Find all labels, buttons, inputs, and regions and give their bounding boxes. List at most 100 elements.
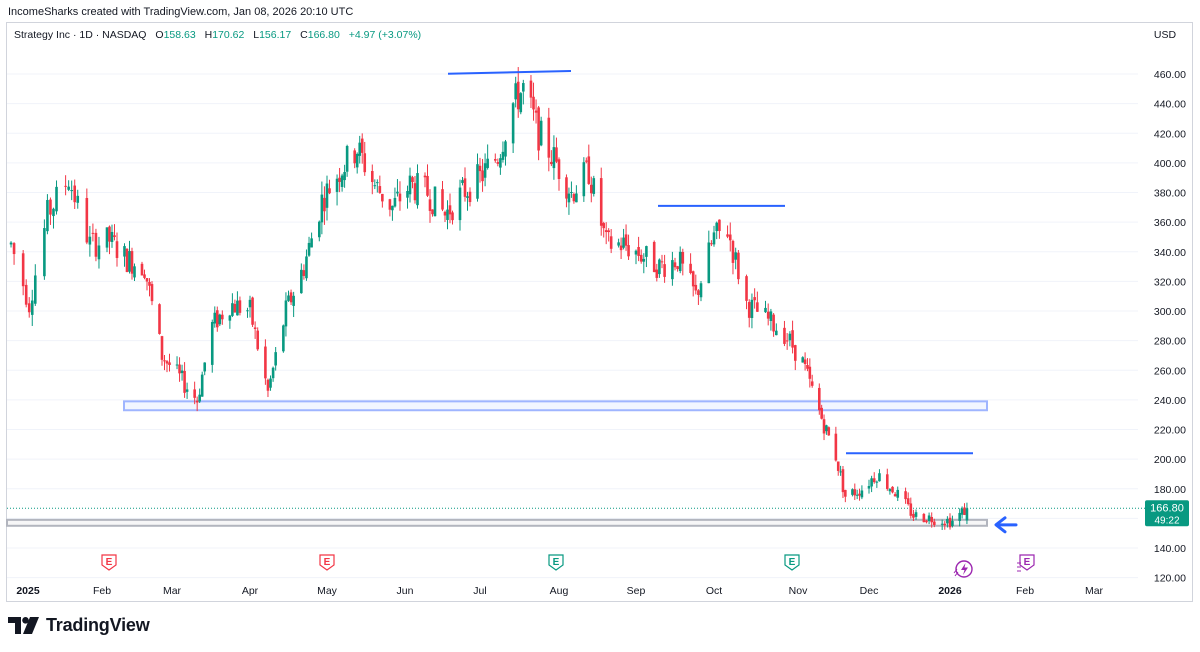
candle-body	[451, 212, 454, 221]
candle-body	[458, 187, 462, 221]
earnings-marker-shape[interactable]	[548, 554, 564, 571]
candle-body	[933, 521, 936, 525]
time-tick-label: May	[317, 585, 338, 597]
candle-body	[575, 193, 578, 203]
candle-body	[853, 489, 857, 496]
candle-body	[858, 493, 861, 496]
candle-body	[764, 307, 767, 313]
candle-body	[145, 278, 149, 282]
candle-body	[775, 330, 778, 336]
candle-body	[49, 199, 52, 215]
candle-body	[398, 193, 402, 202]
candle-body	[325, 183, 329, 208]
symbol-name[interactable]: Strategy Inc · 1D · NASDAQ	[14, 29, 147, 41]
candle-body	[70, 190, 73, 192]
candle-body	[269, 378, 272, 388]
candle-body	[468, 191, 472, 203]
candle-body	[652, 241, 656, 273]
price-tick-label: 240.00	[1154, 395, 1186, 407]
candle-body	[378, 186, 382, 193]
candle-body	[637, 246, 640, 256]
candle-body	[426, 175, 429, 196]
candle-body	[236, 300, 239, 316]
last-price-badge: 166.80 49:22	[1145, 500, 1189, 527]
candle-body	[21, 253, 25, 287]
candle-body	[914, 512, 918, 517]
candle-body	[555, 147, 558, 162]
high-value: 170.62	[212, 29, 245, 41]
candle-body	[215, 310, 219, 328]
split-dividend-marker[interactable]	[953, 560, 973, 578]
chart-frame	[6, 22, 1193, 602]
candle-body	[203, 362, 207, 372]
earnings-marker-shape[interactable]	[319, 554, 335, 571]
arrow-head[interactable]	[994, 516, 1007, 534]
symbol-legend[interactable]: Strategy Inc · 1D · NASDAQ O158.63 H170.…	[14, 29, 421, 41]
candle-body	[328, 188, 331, 194]
candle-body	[822, 419, 826, 434]
arrow-pointer[interactable]	[994, 516, 1018, 534]
candle-body	[64, 185, 67, 187]
earnings-marker[interactable]: E	[548, 554, 564, 571]
candle-body	[750, 299, 754, 319]
price-grid	[7, 73, 1145, 579]
earnings-marker[interactable]: E	[101, 554, 117, 571]
time-tick-label: Mar	[1085, 585, 1104, 597]
time-tick-label: 2025	[16, 585, 40, 597]
price-tick-label: 320.00	[1154, 276, 1186, 288]
earnings-marker[interactable]: E	[1019, 554, 1035, 571]
candle-body	[557, 159, 561, 179]
close-label: C	[300, 29, 308, 41]
candle-body	[836, 461, 840, 471]
candle-body	[737, 252, 740, 280]
earnings-marker-shape[interactable]	[101, 554, 117, 571]
tradingview-logo-icon	[8, 616, 39, 634]
candle-body	[289, 292, 293, 303]
candle-body	[639, 254, 643, 262]
candle-body	[363, 153, 367, 173]
open-label: O	[155, 29, 164, 41]
currency-selector[interactable]: USD	[1153, 29, 1177, 41]
candle-body	[355, 153, 359, 168]
candle-body	[766, 311, 770, 319]
candle-body	[718, 219, 721, 232]
candle-body	[676, 266, 679, 270]
candle-body	[534, 110, 538, 113]
candle-body	[582, 162, 586, 197]
candle-body	[125, 248, 129, 273]
candle-body	[516, 81, 520, 110]
candle-body	[803, 359, 807, 364]
candle-body	[567, 193, 571, 203]
price-tick-label: 220.00	[1154, 425, 1186, 437]
candle-body	[532, 96, 535, 110]
candle-body	[885, 474, 889, 489]
candle-body	[353, 150, 356, 164]
earnings-marker[interactable]: E	[784, 554, 800, 571]
candle-body	[617, 242, 620, 246]
tradingview-logo-text: TradingView	[46, 615, 150, 635]
candle-body	[24, 284, 28, 305]
time-tick-label: Jun	[397, 585, 414, 597]
candle-body	[529, 80, 533, 98]
candle-body	[391, 205, 394, 211]
candle-body	[806, 364, 809, 369]
support-zones	[6, 400, 988, 527]
price-axis: 120.00140.00160.00180.00200.00220.00240.…	[1154, 69, 1186, 585]
tradingview-logo[interactable]: TradingView	[8, 615, 150, 636]
candle-body	[627, 245, 630, 257]
candle-body	[320, 194, 324, 223]
candle-body	[839, 471, 842, 473]
candle-body	[231, 303, 234, 316]
earnings-marker[interactable]: E	[319, 554, 335, 571]
candle-body	[284, 300, 288, 327]
candle-body	[158, 304, 161, 334]
earnings-marker-shape[interactable]	[784, 554, 800, 571]
motion-lines-icon	[953, 568, 959, 577]
candle-body	[97, 245, 101, 260]
candle-body	[180, 370, 184, 374]
candle-body	[820, 407, 823, 419]
price-tick-label: 440.00	[1154, 99, 1186, 111]
candle-body	[210, 322, 214, 365]
